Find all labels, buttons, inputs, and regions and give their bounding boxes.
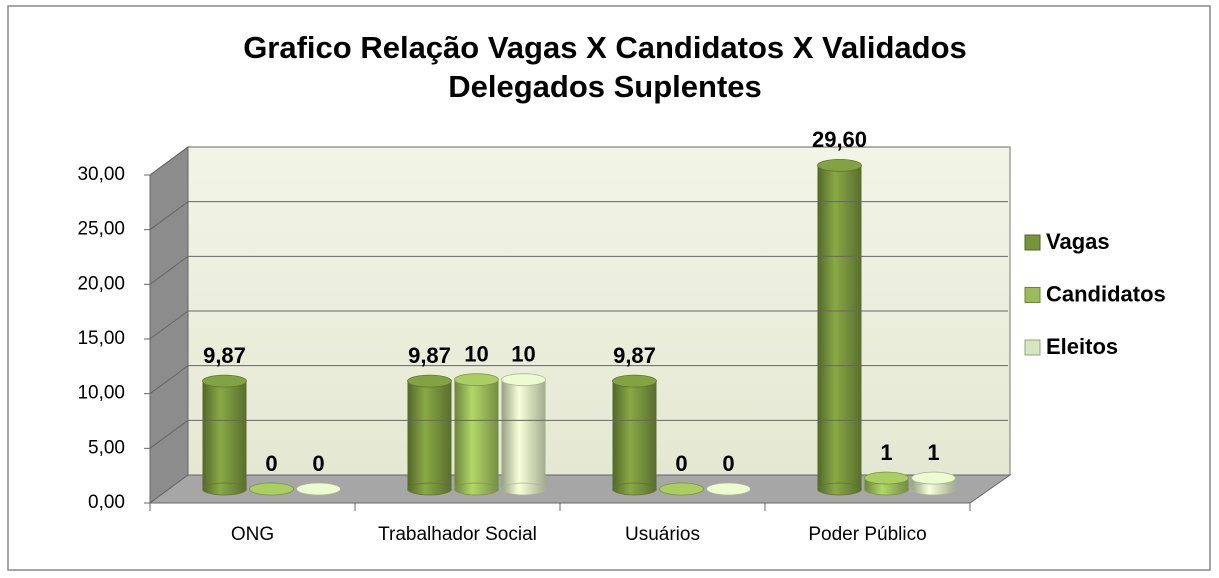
bar-base	[911, 482, 956, 496]
legend-label: Vagas	[1046, 229, 1110, 254]
bar-top	[296, 482, 341, 496]
bar	[407, 381, 452, 489]
x-tick-label: Trabalhador Social	[378, 524, 537, 545]
grid-line	[149, 310, 189, 340]
plot	[202, 158, 956, 496]
bar	[202, 381, 247, 489]
data-label: 9,87	[613, 343, 656, 368]
y-tick-label: 15,00	[77, 328, 125, 349]
grid-line	[149, 255, 189, 285]
bar-top	[817, 158, 862, 172]
data-label: 0	[675, 451, 687, 476]
data-label: 9,87	[408, 343, 451, 368]
data-label: 0	[265, 451, 277, 476]
bar	[501, 379, 546, 489]
chart-subtitle: Delegados Suplentes	[448, 69, 762, 104]
grid-line	[149, 419, 189, 449]
data-label: 1	[880, 440, 892, 465]
bar	[454, 379, 499, 489]
bar-top	[659, 482, 704, 496]
legend-swatch	[1024, 234, 1041, 251]
bar-top	[454, 373, 499, 387]
data-label: 10	[511, 341, 535, 366]
bar	[612, 381, 657, 489]
data-label: 10	[464, 341, 488, 366]
legend-swatch	[1024, 339, 1041, 356]
chart-title: Grafico Relação Vagas X Candidatos X Val…	[243, 30, 967, 65]
bar-top	[911, 471, 956, 485]
x-tick-label: Usuários	[625, 524, 700, 545]
grid-line	[149, 201, 189, 231]
bar-top	[612, 374, 657, 388]
y-tick-label: 20,00	[77, 273, 125, 294]
y-tick-label: 25,00	[77, 219, 125, 240]
data-label: 9,87	[203, 343, 246, 368]
bar-base	[817, 482, 862, 496]
y-tick-label: 30,00	[77, 164, 125, 185]
bar-base	[864, 482, 909, 496]
grid-line	[149, 146, 189, 176]
legend-swatch	[1024, 287, 1041, 303]
y-tick-label: 5,00	[88, 437, 125, 458]
bar-top	[706, 482, 751, 496]
data-label: 1	[927, 440, 939, 465]
bar-top	[501, 373, 546, 387]
bar-top	[407, 374, 452, 388]
bar-base	[501, 482, 546, 496]
data-label: 0	[312, 451, 324, 476]
bar-base	[454, 482, 499, 496]
bar-base	[202, 482, 247, 496]
legend-label: Candidatos	[1046, 281, 1166, 306]
bar-base	[612, 482, 657, 496]
y-tick-label: 10,00	[77, 383, 125, 404]
x-tick-label: Poder Público	[808, 524, 926, 545]
grid-line	[149, 365, 189, 395]
bar-top	[249, 482, 294, 496]
data-label: 0	[722, 451, 734, 476]
y-tick-label: 0,00	[88, 492, 125, 513]
bar-top	[864, 471, 909, 485]
bar	[817, 165, 862, 489]
bar-top	[202, 374, 247, 388]
legend-label: Eleitos	[1046, 334, 1118, 359]
x-tick-label: ONG	[231, 524, 274, 545]
bar-base	[407, 482, 452, 496]
data-label: 29,60	[812, 127, 867, 152]
